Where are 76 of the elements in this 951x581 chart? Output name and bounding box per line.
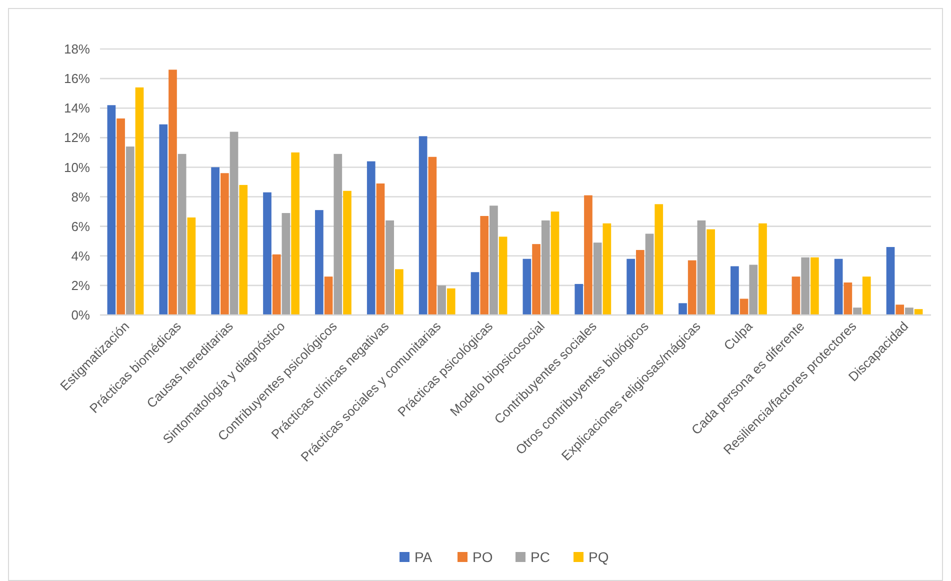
- bar: [438, 285, 446, 315]
- y-tick-label: 18%: [64, 42, 90, 57]
- bar: [522, 258, 532, 315]
- bar: [395, 269, 404, 315]
- bar: [324, 276, 333, 315]
- bar: [905, 308, 914, 315]
- bar: [343, 190, 352, 315]
- bar: [490, 206, 498, 315]
- bar: [749, 264, 758, 315]
- bar: [116, 118, 125, 315]
- bar: [334, 154, 342, 315]
- bar: [282, 213, 290, 315]
- bar: [107, 105, 116, 315]
- bar: [697, 220, 706, 315]
- bar: [706, 229, 715, 315]
- y-tick-label: 4%: [71, 248, 90, 264]
- y-tick-label: 14%: [64, 100, 90, 116]
- bar: [886, 247, 895, 315]
- bar: [593, 242, 602, 315]
- bar: [862, 276, 871, 315]
- legend-label: PQ: [588, 548, 609, 565]
- y-tick-label: 16%: [64, 71, 90, 86]
- bar: [532, 244, 540, 315]
- bar: [844, 282, 852, 315]
- bar: [740, 298, 748, 315]
- bar: [211, 167, 220, 315]
- bar: [187, 217, 196, 315]
- y-tick-label: 8%: [71, 189, 90, 204]
- bar: [574, 284, 584, 315]
- bar: [584, 195, 592, 315]
- y-tick-label: 0%: [71, 308, 90, 323]
- bar: [792, 276, 800, 315]
- bar: [366, 161, 376, 315]
- bar: [446, 288, 456, 315]
- bar: [541, 220, 550, 315]
- y-tick-label: 2%: [71, 278, 90, 293]
- bar: [636, 250, 644, 315]
- bar: [376, 183, 385, 315]
- y-tick-label: 6%: [71, 218, 90, 234]
- legend-label: PO: [472, 548, 493, 565]
- bar: [263, 192, 272, 315]
- bar: [272, 254, 281, 315]
- bar: [678, 303, 687, 315]
- bar: [498, 236, 508, 315]
- bar: [645, 234, 654, 315]
- legend-label: PA: [414, 548, 433, 565]
- bar: [159, 124, 168, 315]
- bar: [418, 136, 428, 315]
- bar: [834, 258, 843, 315]
- bar: [810, 257, 819, 315]
- bar: [239, 184, 248, 315]
- bar: [126, 146, 134, 315]
- bar: [480, 216, 489, 315]
- bar: [168, 70, 177, 315]
- bar: [550, 212, 560, 315]
- bar: [135, 87, 144, 315]
- bar: [602, 223, 612, 315]
- bar: [291, 152, 300, 315]
- y-tick-label: 12%: [64, 130, 90, 146]
- bar: [896, 304, 904, 315]
- bar: [801, 257, 810, 315]
- bar: [730, 266, 739, 315]
- bar: [853, 308, 862, 315]
- bar: [230, 132, 238, 315]
- bar: [315, 210, 324, 315]
- bar: [470, 272, 480, 315]
- bar: [626, 258, 635, 315]
- bar: [654, 204, 664, 315]
- bar: [428, 156, 437, 315]
- bar: [688, 260, 696, 315]
- bar: [220, 173, 229, 315]
- bar: [386, 220, 394, 315]
- y-tick-label: 10%: [64, 160, 90, 175]
- bar: [178, 154, 186, 315]
- legend-label: PC: [530, 548, 550, 565]
- bar: [758, 223, 767, 315]
